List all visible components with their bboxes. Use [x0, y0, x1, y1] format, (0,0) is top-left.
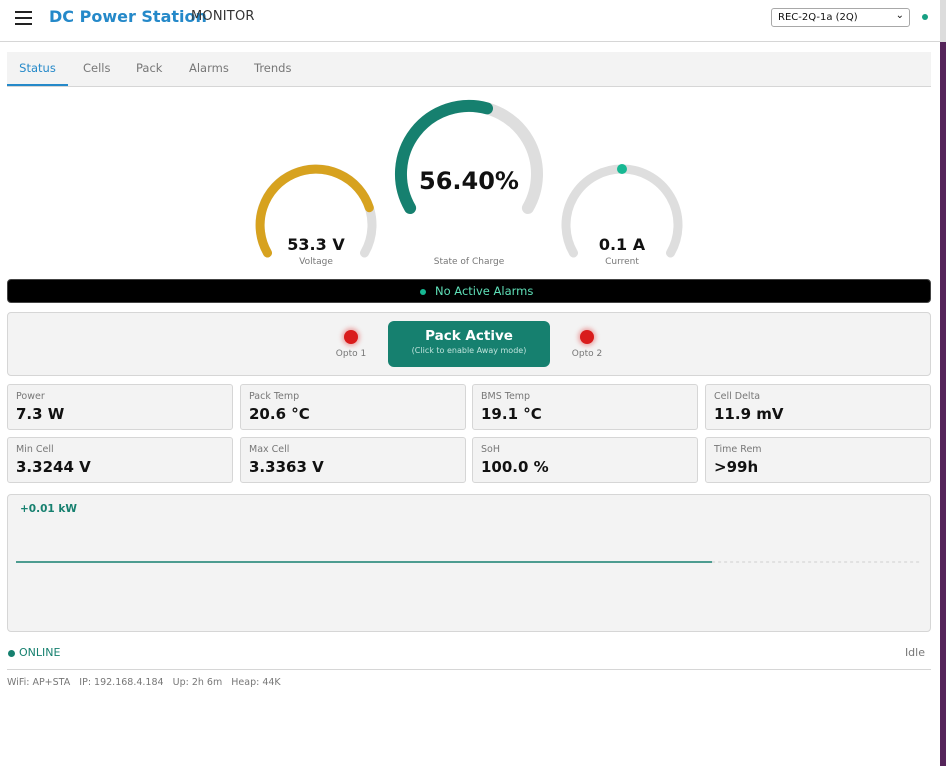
- stat-value: 11.9 mV: [714, 405, 784, 423]
- stat-value: >99h: [714, 458, 759, 476]
- stat-label: Time Rem: [714, 444, 762, 455]
- voltage-gauge-fill: [255, 164, 374, 258]
- device-select-value: REC-2Q-1a (2Q): [778, 12, 858, 23]
- alarm-text: No Active Alarms: [435, 284, 534, 298]
- desktop-edge: [940, 0, 946, 766]
- hamburger-menu-icon[interactable]: [15, 11, 32, 26]
- tab-pack[interactable]: Pack: [136, 61, 163, 75]
- current-value: 0.1 A: [598, 235, 646, 254]
- device-select[interactable]: REC-2Q-1a (2Q) ⌄: [771, 8, 910, 27]
- stat-value: 19.1 °C: [481, 405, 542, 423]
- power-sparkline-panel: +0.01 kW: [7, 494, 931, 632]
- footer-divider: [7, 669, 931, 670]
- stat-label: Min Cell: [16, 444, 54, 455]
- top-bar: DC Power Station MONITOR REC-2Q-1a (2Q) …: [0, 0, 940, 42]
- system-state-text: Idle: [904, 646, 925, 659]
- soc-value: 56.40%: [419, 167, 519, 195]
- stat-card-min-cell: Min Cell 3.3244 V: [7, 437, 233, 483]
- tab-cells[interactable]: Cells: [83, 61, 111, 75]
- tab-bar: Status Cells Pack Alarms Trends: [7, 52, 931, 87]
- alarm-banner[interactable]: No Active Alarms: [7, 279, 931, 303]
- tab-status[interactable]: Status: [7, 52, 68, 86]
- opto2-indicator-icon: [580, 330, 594, 344]
- stat-label: Cell Delta: [714, 391, 761, 402]
- stat-card-soh: SoH 100.0 %: [472, 437, 698, 483]
- stat-value: 3.3244 V: [16, 458, 91, 476]
- stat-label: BMS Temp: [481, 391, 531, 402]
- alarm-status-dot: [420, 289, 426, 295]
- pack-active-button[interactable]: Pack Active (Click to enable Away mode): [388, 321, 550, 367]
- stat-value: 20.6 °C: [249, 405, 310, 423]
- stat-card-max-cell: Max Cell 3.3363 V: [240, 437, 466, 483]
- online-status-text: ONLINE: [19, 646, 61, 659]
- stat-card-pack-temp: Pack Temp 20.6 °C: [240, 384, 466, 430]
- power-sparkline: [16, 561, 920, 563]
- pack-button-subtitle: (Click to enable Away mode): [411, 346, 527, 355]
- opto2-label: Opto 2: [571, 349, 603, 359]
- stat-card-power: Power 7.3 W: [7, 384, 233, 430]
- opto1-label: Opto 1: [335, 349, 367, 359]
- stat-value: 7.3 W: [16, 405, 65, 423]
- pack-button-title: Pack Active: [425, 328, 513, 344]
- pack-control-panel: Opto 1 Pack Active (Click to enable Away…: [7, 312, 931, 376]
- soc-label: State of Charge: [433, 257, 505, 267]
- power-readout: +0.01 kW: [20, 503, 77, 515]
- app-title: DC Power Station: [49, 7, 207, 26]
- stat-card-cell-delta: Cell Delta 11.9 mV: [705, 384, 931, 430]
- stat-label: Pack Temp: [249, 391, 300, 402]
- stat-label: Max Cell: [249, 444, 290, 455]
- soc-gauge-fill: [395, 99, 493, 214]
- opto1-indicator-icon: [344, 330, 358, 344]
- stat-value: 3.3363 V: [249, 458, 324, 476]
- connection-status-dot: [922, 14, 928, 20]
- system-info-line: WiFi: AP+STA IP: 192.168.4.184 Up: 2h 6m…: [7, 677, 281, 688]
- stat-label: Power: [16, 391, 45, 402]
- gauges-area: [255, 99, 683, 258]
- stat-card-bms-temp: BMS Temp 19.1 °C: [472, 384, 698, 430]
- current-gauge-marker: [617, 164, 627, 174]
- online-status-dot: [8, 650, 15, 657]
- current-label: Current: [605, 257, 639, 267]
- tab-trends[interactable]: Trends: [254, 61, 292, 75]
- voltage-value: 53.3 V: [287, 235, 345, 254]
- chevron-down-icon: ⌄: [895, 10, 904, 21]
- stat-card-time-rem: Time Rem >99h: [705, 437, 931, 483]
- tab-alarms[interactable]: Alarms: [189, 61, 229, 75]
- app-subtitle: MONITOR: [191, 9, 255, 24]
- voltage-label: Voltage: [299, 257, 333, 267]
- stat-label: SoH: [481, 444, 500, 455]
- stat-value: 100.0 %: [481, 458, 549, 476]
